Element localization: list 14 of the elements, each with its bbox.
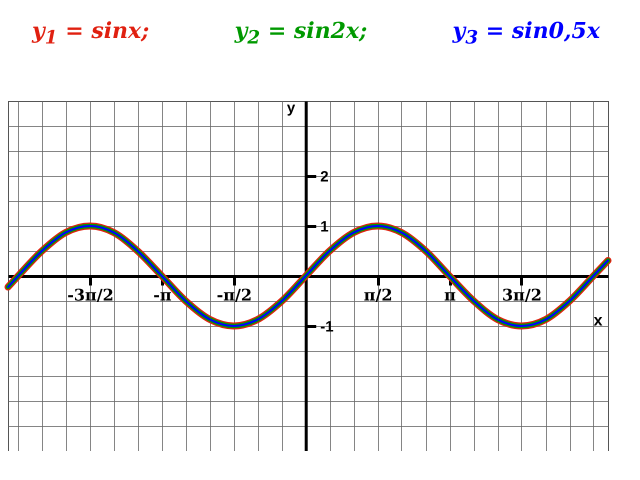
x-axis-title: x <box>594 312 603 330</box>
x-tick-label: -π/2 <box>216 286 252 304</box>
text: y$_{1}$ = sinx; <box>32 18 150 50</box>
x-tick-label: 3π/2 <box>502 286 542 304</box>
x-tick-label: -3π/2 <box>67 286 114 304</box>
x-tick-label: -π <box>153 286 172 304</box>
y-tick-label: 2 <box>320 168 329 186</box>
x-tick-label: π/2 <box>364 286 392 304</box>
x-tick-label: π <box>444 286 456 304</box>
y-axis-title: y <box>286 100 296 116</box>
text: y$_{3}$ = sin0,5x <box>452 18 600 50</box>
text: y$_{2}$ = sin2x; <box>234 18 368 50</box>
y-tick-label: 1 <box>320 218 329 236</box>
y-tick-label: -1 <box>320 318 334 336</box>
